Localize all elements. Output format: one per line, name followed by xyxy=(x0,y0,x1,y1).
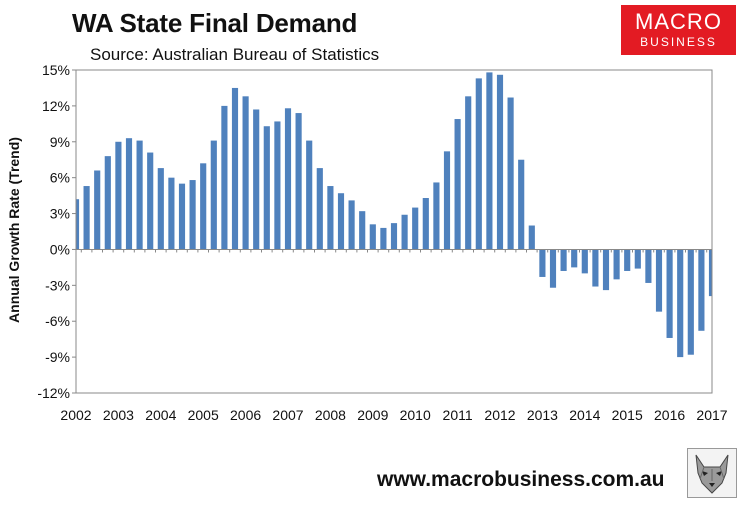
bar xyxy=(560,249,567,271)
x-tick-label: 2015 xyxy=(612,407,643,423)
x-tick-label: 2017 xyxy=(696,407,727,423)
bar xyxy=(178,183,186,250)
wolf-mascot-icon xyxy=(687,448,737,498)
website-url[interactable]: www.macrobusiness.com.au xyxy=(377,468,665,491)
plot-area-border xyxy=(75,69,713,394)
bar xyxy=(94,170,101,250)
y-tick-label: 9% xyxy=(50,134,70,150)
bar xyxy=(549,249,557,288)
chart-subtitle: Source: Australian Bureau of Statistics xyxy=(90,45,380,64)
logo-line-macro: MACRO xyxy=(635,9,722,34)
bar xyxy=(708,249,712,297)
bar xyxy=(624,249,631,271)
x-tick-label: 2010 xyxy=(400,407,431,423)
bar xyxy=(602,249,610,291)
bar xyxy=(263,126,270,250)
bar xyxy=(655,249,663,312)
bar xyxy=(359,211,366,250)
x-tick-label: 2005 xyxy=(188,407,219,423)
bar xyxy=(518,159,525,250)
bar xyxy=(242,96,249,250)
logo-line-business: BUSINESS xyxy=(640,35,717,49)
bar xyxy=(76,199,80,250)
bar xyxy=(369,224,376,250)
bar xyxy=(645,249,652,283)
bar xyxy=(125,138,133,250)
y-tick-label: 12% xyxy=(42,98,70,114)
bar xyxy=(253,109,260,250)
bar xyxy=(231,87,239,250)
bar xyxy=(390,223,398,250)
bar xyxy=(592,249,599,287)
bar xyxy=(274,121,281,250)
macrobusiness-logo[interactable]: MACRO BUSINESS xyxy=(621,5,736,55)
y-tick-label: 3% xyxy=(50,206,70,222)
bar xyxy=(613,249,620,280)
y-tick-label: -6% xyxy=(45,313,70,329)
bar xyxy=(433,182,440,250)
bar xyxy=(634,249,641,269)
x-tick-label: 2008 xyxy=(315,407,346,423)
bar xyxy=(189,180,196,250)
x-tick-label: 2004 xyxy=(145,407,176,423)
y-tick-label: 6% xyxy=(50,170,70,186)
bar xyxy=(136,140,143,250)
x-tick-label: 2007 xyxy=(272,407,303,423)
x-tick-label: 2013 xyxy=(527,407,558,423)
y-tick-label: -12% xyxy=(37,385,70,401)
bar xyxy=(454,119,461,250)
bar xyxy=(83,186,90,250)
y-tick-label: -3% xyxy=(45,277,70,293)
y-tick-label: -9% xyxy=(45,349,70,365)
bar xyxy=(528,225,535,250)
y-tick-label: 15% xyxy=(42,62,70,78)
bar xyxy=(168,177,175,250)
x-tick-label: 2006 xyxy=(230,407,261,423)
x-tick-label: 2016 xyxy=(654,407,685,423)
bar xyxy=(539,249,546,277)
bar xyxy=(157,168,164,250)
bar xyxy=(465,96,472,250)
bar xyxy=(496,74,504,250)
x-tick-label: 2003 xyxy=(103,407,134,423)
bar xyxy=(677,249,684,358)
bar xyxy=(104,156,111,250)
bar xyxy=(200,163,207,250)
bar xyxy=(507,97,514,250)
chart-title: WA State Final Demand xyxy=(72,8,358,38)
bar xyxy=(115,141,122,250)
x-tick-label: 2012 xyxy=(484,407,515,423)
bar xyxy=(443,151,451,250)
bar xyxy=(486,72,493,250)
bar xyxy=(698,249,705,331)
bar xyxy=(412,207,419,250)
bar xyxy=(687,249,694,355)
bar xyxy=(666,249,673,338)
bar xyxy=(401,214,408,250)
bar xyxy=(316,168,323,250)
bar xyxy=(295,113,302,250)
bar xyxy=(581,249,588,274)
bar xyxy=(210,140,217,250)
x-tick-label: 2002 xyxy=(60,407,91,423)
x-tick-label: 2014 xyxy=(569,407,600,423)
bar xyxy=(306,140,313,250)
x-tick-label: 2011 xyxy=(443,407,473,423)
bar xyxy=(327,186,334,250)
bar xyxy=(422,198,429,250)
bar xyxy=(337,193,345,250)
bar xyxy=(380,227,387,250)
bar xyxy=(221,105,228,250)
bar xyxy=(284,108,292,250)
x-tick-label: 2009 xyxy=(357,407,388,423)
y-tick-label: 0% xyxy=(50,241,70,257)
bar xyxy=(348,200,355,250)
bar xyxy=(475,78,482,250)
bar xyxy=(147,152,154,250)
bar xyxy=(571,249,578,268)
